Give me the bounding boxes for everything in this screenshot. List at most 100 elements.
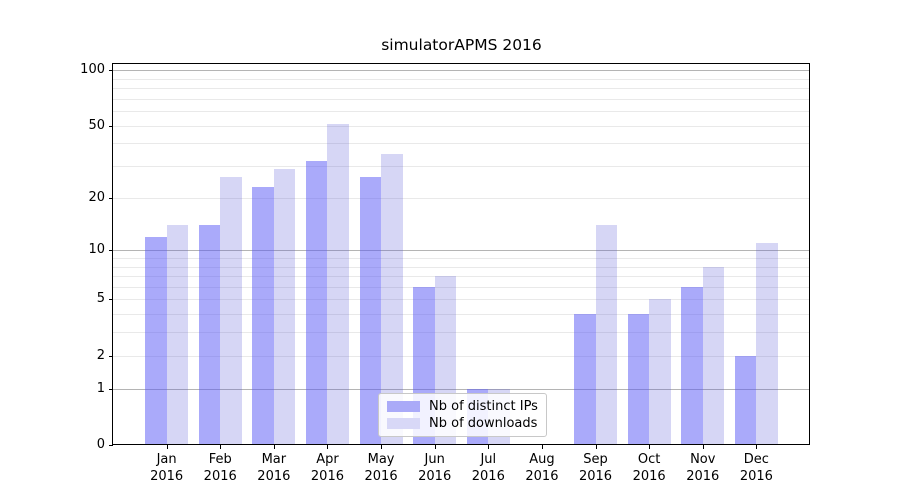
y-tick-mark-2 (109, 355, 113, 357)
x-tick-label-jun: Jun 2016 (405, 451, 465, 485)
gridline-minor-40 (113, 143, 809, 145)
chart-title: simulatorAPMS 2016 (381, 36, 542, 54)
bar-distinct-ips-feb (198, 225, 221, 444)
x-tick-year-oct: 2016 (632, 469, 666, 484)
gridline-major-10 (113, 250, 809, 252)
bar-downloads-mar (273, 168, 296, 444)
x-tick-label-oct: Oct 2016 (619, 451, 679, 485)
x-tick-mark-sep (595, 445, 597, 449)
x-tick-label-sep: Sep 2016 (566, 451, 626, 485)
bar-downloads-sep (595, 225, 617, 444)
legend-swatch-downloads (387, 418, 420, 429)
y-tick-label-2: 2 (96, 347, 105, 363)
x-tick-year-nov: 2016 (686, 469, 720, 484)
bar-distinct-ips-apr (306, 161, 328, 444)
gridline-minor-50 (113, 125, 809, 127)
x-tick-year-dec: 2016 (739, 469, 773, 484)
x-tick-year-feb: 2016 (203, 469, 237, 484)
y-tick-mark-0 (109, 445, 113, 446)
gridline-minor-3 (113, 332, 809, 334)
x-tick-label-aug: Aug 2016 (512, 451, 572, 485)
gridline-minor-9 (113, 257, 809, 259)
bar-downloads-may (381, 153, 403, 444)
gridline-minor-2 (113, 355, 809, 357)
bar-distinct-ips-oct (627, 314, 650, 444)
x-tick-mark-dec (756, 445, 758, 449)
x-tick-label-feb: Feb 2016 (190, 451, 250, 485)
x-tick-label-jul: Jul 2016 (458, 451, 518, 485)
x-tick-year-sep: 2016 (578, 469, 613, 484)
x-tick-label-dec: Dec 2016 (726, 451, 786, 485)
x-tick-label-jan: Jan 2016 (137, 451, 197, 485)
x-tick-label-apr: Apr 2016 (297, 451, 357, 485)
x-tick-year-jan: 2016 (150, 469, 184, 484)
legend-label-distinct-ips: Nb of distinct IPs (429, 399, 538, 414)
y-tick-mark-1 (109, 388, 113, 390)
legend-label-downloads: Nb of downloads (429, 416, 538, 431)
y-tick-label-10: 10 (88, 242, 105, 258)
gridline-minor-5 (113, 299, 809, 301)
plot-area (112, 63, 810, 445)
x-tick-mark-may (381, 445, 383, 449)
gridline-minor-70 (113, 98, 809, 100)
gridlines-layer (113, 64, 809, 444)
legend-swatch-distinct-ips (387, 401, 420, 412)
legend: Nb of distinct IPs Nb of downloads (378, 393, 547, 437)
y-tick-label-50: 50 (88, 117, 105, 133)
bar-downloads-apr (327, 124, 349, 444)
y-tick-label-1: 1 (96, 380, 105, 396)
x-tick-mark-mar (273, 445, 275, 449)
x-tick-year-apr: 2016 (310, 469, 344, 484)
bar-distinct-ips-nov (681, 286, 703, 444)
x-tick-mark-jul (488, 445, 490, 449)
bar-distinct-ips-sep (574, 314, 596, 444)
x-tick-mark-aug (541, 445, 543, 449)
gridline-minor-30 (113, 166, 809, 168)
x-tick-year-may: 2016 (364, 469, 398, 484)
x-tick-mark-jun (434, 445, 436, 449)
x-tick-label-mar: Mar 2016 (244, 451, 304, 485)
x-tick-year-mar: 2016 (257, 469, 291, 484)
bar-downloads-dec (756, 243, 778, 444)
gridline-major-1 (113, 388, 809, 390)
gridline-minor-90 (113, 78, 809, 80)
x-tick-year-aug: 2016 (525, 469, 559, 484)
y-tick-label-0: 0 (96, 437, 105, 452)
x-tick-mark-nov (702, 445, 704, 449)
bar-distinct-ips-may (359, 177, 382, 444)
y-tick-label-5: 5 (96, 291, 105, 307)
x-tick-mark-oct (649, 445, 651, 449)
legend-item-downloads: Nb of downloads (387, 416, 538, 431)
gridline-minor-7 (113, 276, 809, 278)
y-tick-mark-10 (109, 250, 113, 252)
bar-distinct-ips-mar (252, 186, 274, 444)
bars-layer (113, 64, 809, 444)
x-tick-label-nov: Nov 2016 (673, 451, 733, 485)
bar-downloads-jan (166, 225, 189, 444)
y-tick-mark-50 (109, 125, 113, 127)
x-tick-mark-feb (220, 445, 222, 449)
gridline-minor-4 (113, 314, 809, 316)
y-tick-mark-100 (109, 70, 113, 72)
x-tick-mark-jan (166, 445, 168, 449)
x-tick-year-jul: 2016 (471, 469, 505, 484)
bar-distinct-ips-jan (145, 236, 167, 444)
x-tick-mark-apr (327, 445, 329, 449)
y-tick-mark-5 (109, 299, 113, 301)
gridline-minor-8 (113, 266, 809, 268)
y-tick-label-100: 100 (80, 62, 105, 78)
gridline-minor-6 (113, 286, 809, 288)
gridline-minor-80 (113, 88, 809, 90)
bar-downloads-nov (702, 266, 725, 444)
bar-downloads-oct (649, 299, 671, 444)
legend-item-distinct-ips: Nb of distinct IPs (387, 399, 538, 414)
x-tick-label-may: May 2016 (351, 451, 411, 485)
bar-distinct-ips-dec (734, 355, 757, 444)
gridline-minor-60 (113, 111, 809, 113)
gridline-major-100 (113, 70, 809, 72)
bar-downloads-feb (220, 177, 242, 444)
y-tick-label-20: 20 (88, 189, 105, 205)
y-tick-mark-20 (109, 197, 113, 199)
x-tick-year-jun: 2016 (418, 469, 452, 484)
